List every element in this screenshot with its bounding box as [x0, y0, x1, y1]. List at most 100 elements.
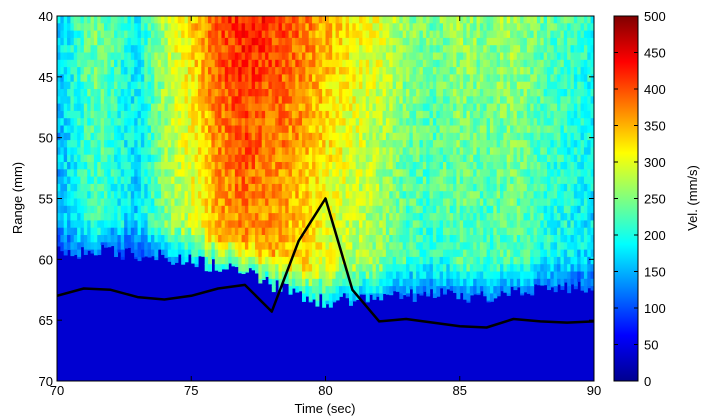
heatmap-cell: [248, 169, 253, 178]
heatmap-cell: [389, 125, 394, 134]
heatmap-cell: [429, 169, 434, 178]
heatmap-cell: [107, 176, 112, 185]
heatmap-cell: [181, 183, 186, 192]
heatmap-cell: [389, 103, 394, 112]
heatmap-cell: [100, 81, 105, 90]
heatmap-cell: [67, 52, 72, 61]
heatmap-cell: [302, 286, 306, 294]
heatmap-cell: [107, 30, 112, 39]
heatmap-cell: [244, 118, 249, 127]
heatmap-cell: [184, 191, 189, 200]
heatmap-cell: [231, 81, 236, 90]
heatmap-cell: [187, 74, 192, 83]
heatmap-cell: [288, 249, 293, 258]
heatmap-cell: [503, 37, 508, 46]
heatmap-cell: [382, 140, 387, 148]
heatmap-cell: [218, 176, 223, 185]
heatmap-cell: [302, 205, 306, 214]
heatmap-cell: [255, 96, 259, 105]
heatmap-cell: [513, 176, 518, 185]
heatmap-cell: [248, 264, 253, 269]
heatmap-cell: [493, 81, 498, 90]
heatmap-cell: [436, 147, 441, 156]
heatmap-cell: [338, 242, 343, 251]
heatmap-cell: [187, 176, 192, 185]
heatmap-cell: [395, 30, 400, 39]
heatmap-cell: [248, 220, 253, 229]
heatmap-cell: [288, 37, 293, 46]
heatmap-cell: [328, 74, 333, 83]
heatmap-cell: [476, 278, 481, 287]
heatmap-cell: [298, 52, 303, 61]
heatmap-cell: [224, 169, 229, 178]
heatmap-cell: [483, 103, 488, 112]
heatmap-cell: [144, 147, 149, 156]
heatmap-cell: [385, 154, 390, 163]
heatmap-cell: [352, 278, 357, 287]
heatmap-cell: [134, 154, 139, 163]
heatmap-cell: [312, 249, 317, 258]
heatmap-cell: [402, 227, 407, 236]
heatmap-cell: [271, 242, 276, 251]
heatmap-cell: [406, 103, 411, 112]
heatmap-cell: [419, 52, 424, 61]
heatmap-cell: [382, 205, 387, 214]
heatmap-cell: [459, 242, 464, 251]
heatmap-cell: [442, 23, 447, 32]
heatmap-cell: [140, 45, 145, 54]
heatmap-cell: [426, 278, 431, 287]
heatmap-cell: [194, 162, 199, 170]
heatmap-cell: [208, 147, 212, 156]
heatmap-cell: [318, 89, 323, 97]
heatmap-cell: [392, 249, 397, 258]
heatmap-cell: [194, 213, 199, 221]
heatmap-cell: [278, 16, 283, 24]
heatmap-cell: [144, 249, 149, 257]
heatmap-cell: [348, 271, 353, 280]
heatmap-cell: [271, 176, 276, 185]
heatmap-cell: [426, 59, 431, 68]
heatmap-cell: [459, 227, 464, 236]
heatmap-cell: [204, 235, 209, 243]
heatmap-cell: [73, 67, 78, 75]
heatmap-cell: [332, 235, 337, 243]
heatmap-cell: [389, 191, 394, 200]
heatmap-cell: [114, 125, 119, 134]
heatmap-cell: [446, 81, 451, 90]
heatmap-cell: [345, 154, 350, 163]
heatmap-cell: [385, 198, 390, 207]
heatmap-cell: [157, 67, 162, 75]
heatmap-cell: [439, 213, 444, 221]
heatmap-cell: [147, 140, 152, 148]
heatmap-cell: [137, 16, 142, 24]
heatmap-cell: [130, 132, 135, 141]
heatmap-cell: [493, 59, 498, 68]
heatmap-cell: [117, 220, 122, 229]
heatmap-cell: [241, 89, 246, 97]
heatmap-cell: [372, 271, 377, 280]
heatmap-cell: [308, 118, 313, 127]
heatmap-cell: [315, 96, 320, 105]
heatmap-cell: [278, 154, 283, 163]
heatmap-cell: [409, 52, 414, 61]
heatmap-cell: [332, 205, 337, 214]
heatmap-cell: [258, 37, 263, 46]
heatmap-cell: [506, 154, 511, 163]
heatmap-cell: [244, 23, 249, 32]
heatmap-cell: [439, 132, 444, 141]
heatmap-cell: [167, 16, 172, 24]
heatmap-cell: [67, 220, 72, 229]
heatmap-cell: [392, 191, 397, 200]
heatmap-cell: [342, 220, 347, 229]
heatmap-cell: [295, 264, 300, 273]
heatmap-cell: [392, 59, 397, 68]
heatmap-cell: [372, 198, 377, 207]
heatmap-cell: [181, 249, 186, 258]
heatmap-cell: [372, 256, 377, 265]
heatmap-cell: [325, 110, 330, 119]
heatmap-cell: [422, 227, 427, 236]
heatmap-cell: [137, 169, 142, 178]
heatmap-cell: [87, 162, 92, 170]
heatmap-cell: [486, 235, 491, 243]
heatmap-cell: [513, 227, 518, 236]
